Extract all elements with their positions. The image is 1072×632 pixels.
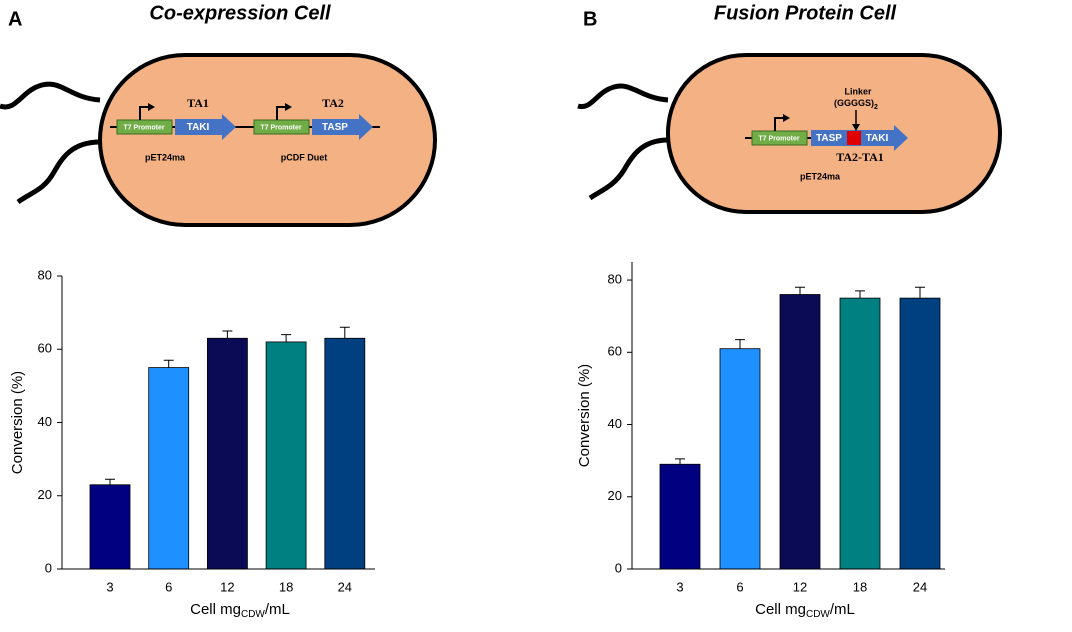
- gene-label: TAKI: [187, 122, 210, 133]
- error-bar: [855, 290, 865, 299]
- y-axis-label: Conversion (%): [576, 364, 593, 467]
- flagellum: [0, 81, 101, 110]
- error-bar: [163, 359, 174, 368]
- x-label-tail: /mL: [265, 601, 290, 618]
- flagellum: [588, 137, 669, 201]
- promoter-arrowhead: [148, 103, 155, 111]
- cell: [98, 53, 437, 227]
- gene-label: TASP: [322, 122, 348, 133]
- flagellum: [577, 83, 669, 110]
- y-tick-label: 0: [615, 560, 622, 575]
- panel-letter: B: [583, 8, 597, 30]
- protein-label: TA2: [322, 96, 344, 110]
- x-tick-label: 18: [279, 579, 293, 594]
- bar: [265, 341, 307, 570]
- x-tick-label: 24: [913, 579, 927, 594]
- linker-label: Linker: [844, 86, 872, 96]
- y-tick-label: 0: [45, 560, 52, 575]
- x-label-tail: /mL: [830, 601, 855, 618]
- x-tick-label: 3: [106, 579, 113, 594]
- y-tick-label: 80: [38, 267, 52, 282]
- bar: [839, 297, 881, 570]
- x-label-sub: CDW: [241, 609, 265, 620]
- plasmid-label: pET24ma: [800, 171, 841, 181]
- panel-letter: A: [8, 8, 22, 30]
- y-tick-label: 60: [608, 344, 622, 359]
- error-bar: [795, 286, 805, 295]
- promoter-label: T7 Promoter: [123, 124, 165, 131]
- promoter-arrow: [774, 117, 783, 131]
- linker-box: [847, 131, 861, 145]
- y-tick-label: 40: [608, 416, 622, 431]
- error-bar: [222, 330, 233, 339]
- promoter-arrowhead: [783, 114, 790, 122]
- protein-label: TA2-TA1: [836, 150, 884, 164]
- cell-diagram: T7 Promoter TAKI TA1 pET24ma T7 Promoter…: [0, 53, 437, 227]
- bar: [659, 463, 701, 570]
- promoter-label: T7 Promoter: [260, 124, 302, 131]
- cell-diagram: T7 Promoter TASP TAKI Linker (GGGGS)2 TA…: [577, 53, 1002, 214]
- linker-sub: 2: [874, 104, 878, 111]
- x-axis-label: Cell mgCDW/mL: [755, 601, 855, 620]
- promoter: [751, 130, 808, 146]
- x-tick-label: 12: [793, 579, 807, 594]
- panel-title: Fusion Protein Cell: [714, 2, 897, 24]
- x-tick-label: 6: [736, 579, 743, 594]
- bar: [899, 297, 941, 570]
- gene-label: TAKI: [866, 133, 889, 144]
- x-label-main: Cell mg: [190, 601, 241, 618]
- x-tick-label: 24: [338, 579, 352, 594]
- gene-arrow: [175, 114, 236, 140]
- plasmid-label: pET24ma: [145, 152, 186, 162]
- panel-title: Co-expression Cell: [149, 2, 331, 24]
- error-bar: [339, 326, 350, 339]
- promoter-arrow: [276, 106, 285, 120]
- y-tick-label: 60: [38, 341, 52, 356]
- promoter-label: T7 Promoter: [758, 135, 800, 142]
- gene-label: TASP: [816, 133, 842, 144]
- promoter: [116, 119, 173, 135]
- x-tick-label: 6: [165, 579, 172, 594]
- linker-seq: (GGGGS): [834, 98, 874, 108]
- x-label-sub: CDW: [806, 609, 830, 620]
- y-tick-label: 20: [38, 487, 52, 502]
- bar: [324, 337, 366, 570]
- linker-sequence: (GGGGS)2: [834, 98, 878, 110]
- plasmid-label: pCDF Duet: [281, 152, 328, 162]
- promoter-arrow: [139, 106, 148, 120]
- y-tick-label: 80: [608, 271, 622, 286]
- promoter-arrowhead: [285, 103, 292, 111]
- x-tick-label: 3: [676, 579, 683, 594]
- linker-arrowhead: [852, 124, 860, 131]
- error-bar: [281, 334, 292, 342]
- bar: [148, 367, 190, 570]
- flagellum: [16, 139, 101, 205]
- promoter: [253, 119, 310, 135]
- x-tick-label: 18: [853, 579, 867, 594]
- error-bar: [735, 339, 745, 349]
- bar: [779, 294, 821, 570]
- x-axis-label: Cell mgCDW/mL: [190, 601, 290, 620]
- y-tick-label: 40: [38, 414, 52, 429]
- x-tick-label: 12: [220, 579, 234, 594]
- y-axis-label: Conversion (%): [9, 371, 26, 474]
- x-label-main: Cell mg: [755, 601, 806, 618]
- protein-label: TA1: [187, 96, 209, 110]
- error-bar: [915, 286, 925, 299]
- y-tick-label: 20: [608, 488, 622, 503]
- error-bar: [675, 458, 685, 465]
- bar: [719, 348, 761, 570]
- bar: [89, 484, 131, 570]
- gene-arrow: [312, 114, 373, 140]
- error-bar: [105, 478, 115, 485]
- bar: [206, 337, 248, 570]
